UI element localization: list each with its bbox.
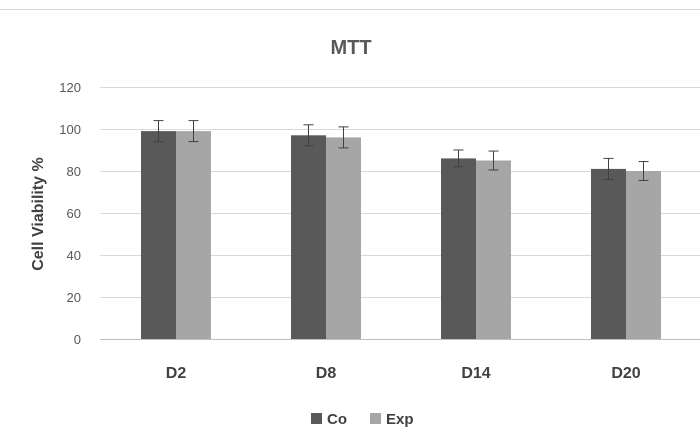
- x-axis-ticks: D2 D8 D14 D20: [166, 365, 641, 382]
- legend-label-exp: Exp: [386, 411, 414, 428]
- y-tick-label: 20: [67, 290, 81, 305]
- chart-title: MTT: [330, 37, 371, 59]
- x-tick-label-d8: D8: [316, 365, 337, 382]
- legend: Co Exp: [311, 411, 414, 428]
- legend-swatch-exp: [370, 413, 381, 424]
- bar-co-d2: [141, 131, 176, 339]
- bars: [141, 131, 661, 339]
- error-bars: [153, 120, 649, 181]
- y-axis-ticks: 0 20 40 60 80 100 120: [59, 80, 81, 347]
- legend-swatch-co: [311, 413, 322, 424]
- x-tick-label-d14: D14: [461, 365, 490, 382]
- y-tick-label: 120: [59, 80, 81, 95]
- bar-exp-d8: [326, 137, 361, 339]
- y-tick-label: 40: [67, 248, 81, 263]
- y-tick-label: 80: [67, 164, 81, 179]
- y-tick-label: 60: [67, 206, 81, 221]
- bar-co-d14: [441, 158, 476, 339]
- bar-co-d20: [591, 168, 626, 339]
- bar-co-d8: [291, 135, 326, 339]
- legend-label-co: Co: [327, 411, 347, 428]
- x-tick-label-d2: D2: [166, 365, 187, 382]
- x-tick-label-d20: D20: [611, 365, 640, 382]
- bar-exp-d14: [476, 160, 511, 339]
- y-axis-label: Cell Viability %: [30, 157, 47, 271]
- y-tick-label: 100: [59, 122, 81, 137]
- y-tick-label: 0: [74, 332, 81, 347]
- bar-exp-d20: [626, 171, 661, 339]
- bar-exp-d2: [176, 131, 211, 339]
